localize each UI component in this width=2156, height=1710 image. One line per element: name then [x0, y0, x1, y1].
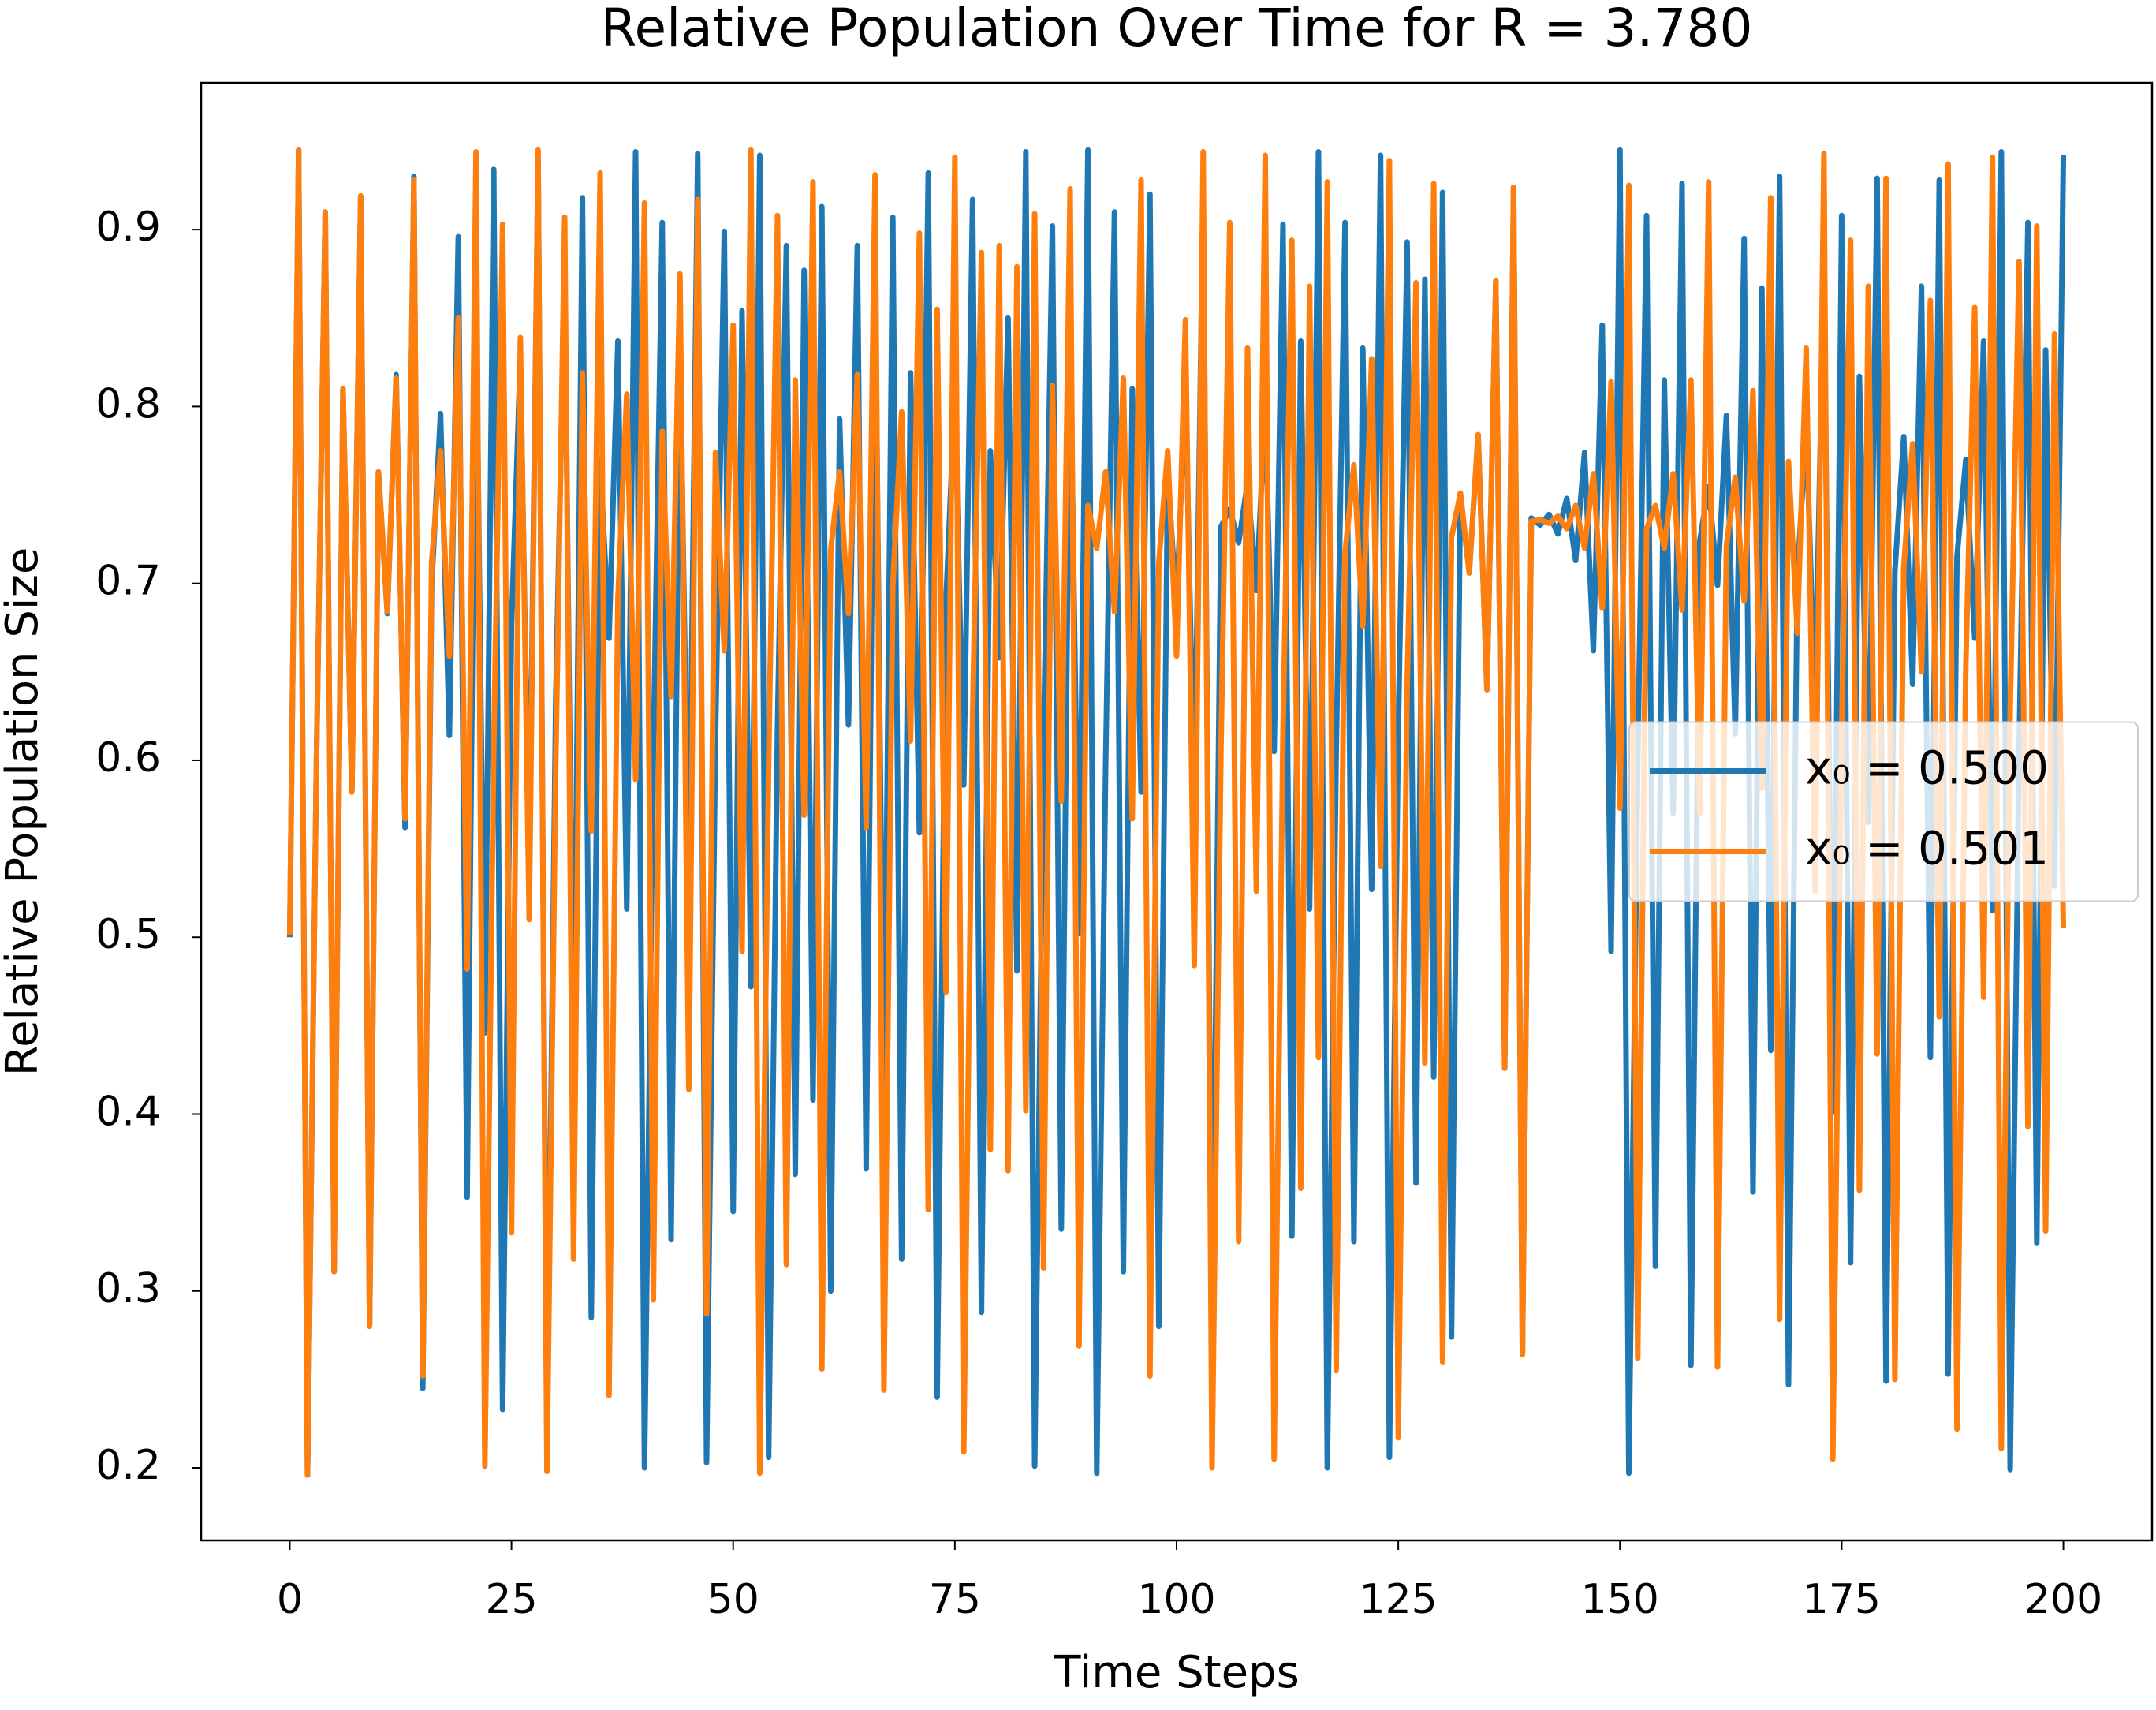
y-tick-label: 0.9: [95, 203, 161, 251]
y-tick-label: 0.2: [95, 1442, 161, 1489]
y-tick-label: 0.3: [95, 1265, 161, 1312]
x-axis-label: Time Steps: [1053, 1647, 1300, 1698]
chart-title: Relative Population Over Time for R = 3.…: [601, 0, 1753, 58]
series-line: [286, 147, 2067, 1478]
x-tick-label: 75: [929, 1576, 981, 1623]
y-tick-label: 0.4: [95, 1088, 161, 1136]
plot-frame: [200, 81, 2154, 1542]
legend-label: x₀ = 0.500: [1805, 741, 2049, 795]
y-tick-label: 0.6: [95, 734, 161, 782]
y-tick-label: 0.5: [95, 911, 161, 958]
x-tick-label: 175: [1803, 1576, 1881, 1623]
x-tick-label: 25: [486, 1576, 538, 1623]
y-tick-label: 0.7: [95, 558, 161, 605]
x-tick-label: 125: [1360, 1576, 1438, 1623]
legend-label: x₀ = 0.501: [1805, 822, 2049, 876]
x-tick-label: 50: [707, 1576, 759, 1623]
y-tick-label: 0.8: [95, 380, 161, 428]
x-tick-label: 100: [1137, 1576, 1215, 1623]
x-tick-label: 200: [2024, 1576, 2102, 1623]
x-tick-label: 150: [1581, 1576, 1659, 1623]
x-tick-label: 0: [277, 1576, 303, 1623]
y-axis-label: Relative Population Size: [0, 547, 48, 1077]
legend-box: [1628, 721, 2139, 902]
